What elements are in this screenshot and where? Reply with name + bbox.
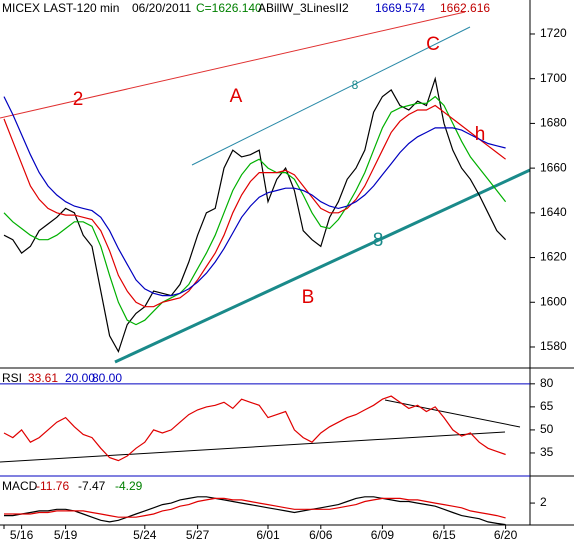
y-tick-label: 65	[540, 399, 554, 413]
header-label: ABillW_3LinesII2	[258, 1, 349, 15]
y-tick-label: 2	[540, 495, 547, 509]
annotation: 8	[352, 78, 359, 92]
trend-line	[0, 11, 466, 119]
x-tick-label: 6/20	[494, 528, 518, 542]
header-label: MICEX LAST-120 min	[2, 1, 119, 15]
header-label: -4.29	[115, 479, 143, 493]
header-label: 06/20/2011	[132, 1, 191, 15]
x-tick-label: 5/19	[54, 528, 78, 542]
header-label: 80.00	[92, 371, 122, 385]
y-tick-label: 1700	[540, 71, 567, 85]
y-tick-label: 1600	[540, 294, 567, 308]
header-label: 1669.574	[375, 1, 425, 15]
series-line	[3, 95, 507, 326]
header-label: -11.76	[36, 479, 69, 493]
trend-line	[114, 168, 531, 364]
annotation: 2	[73, 89, 84, 110]
annotation: 8	[373, 230, 384, 251]
y-tick-label: 1660	[540, 160, 567, 174]
header-label: RSI	[2, 371, 22, 385]
annotation: A	[230, 86, 243, 107]
x-tick-label: 6/15	[432, 528, 456, 542]
x-tick-label: 5/24	[133, 528, 157, 542]
header-label: 33.61	[28, 371, 58, 385]
y-tick-label: 1640	[540, 205, 567, 219]
series-line	[4, 497, 506, 519]
header-label: C=1626.140	[196, 1, 262, 15]
y-tick-label: 1720	[540, 26, 567, 40]
header-label: 20.00	[65, 371, 95, 385]
header-label: -7.47	[78, 479, 106, 493]
x-tick-label: 6/06	[309, 528, 333, 542]
y-tick-label: 35	[540, 445, 554, 459]
series-line	[4, 496, 506, 526]
header-label: 1662.616	[440, 1, 490, 15]
y-tick-label: 1620	[540, 250, 567, 264]
annotation: B	[302, 287, 315, 308]
x-tick-label: 5/16	[10, 528, 34, 542]
series-line	[3, 104, 506, 308]
x-tick-label: 5/27	[186, 528, 210, 542]
trend-line	[384, 399, 521, 428]
y-tick-label: 1680	[540, 116, 567, 130]
header-label: MACD	[2, 479, 38, 493]
annotation: C	[426, 34, 440, 55]
annotation: h	[475, 124, 486, 145]
trend-line	[191, 26, 471, 166]
x-tick-label: 6/09	[371, 528, 395, 542]
y-tick-label: 50	[540, 422, 554, 436]
y-tick-label: 80	[540, 376, 554, 390]
trend-line	[0, 431, 506, 463]
series-line	[3, 96, 506, 297]
series-line	[3, 395, 506, 462]
x-tick-label: 6/01	[256, 528, 280, 542]
y-tick-label: 1580	[540, 339, 567, 353]
